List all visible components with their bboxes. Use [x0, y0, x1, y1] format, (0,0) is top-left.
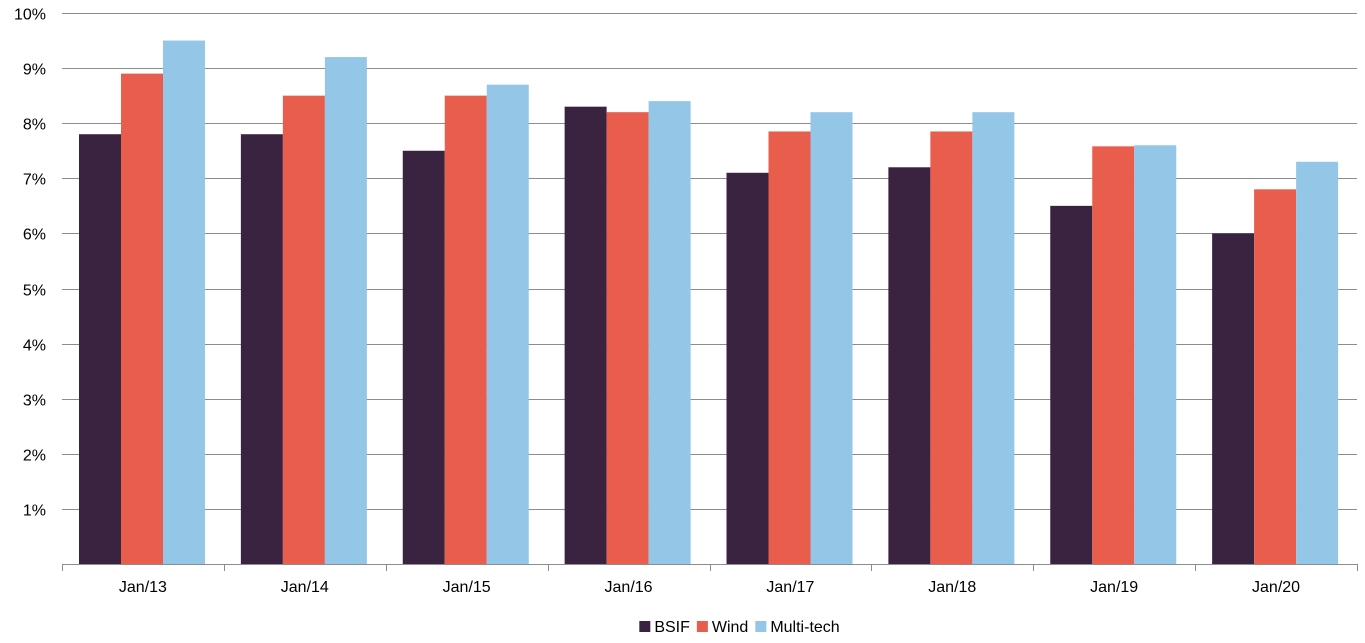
- x-tick-label: Jan/20: [1252, 579, 1300, 596]
- bar-multi-tech-2: [486, 84, 529, 564]
- bar-wind-4: [768, 131, 811, 564]
- x-tick-label: Jan/19: [1090, 579, 1138, 596]
- bar-bsif-7: [1212, 233, 1255, 564]
- bar-wind-7: [1254, 189, 1297, 564]
- legend-swatch-bsif: [639, 621, 651, 632]
- bar-wind-1: [282, 95, 325, 565]
- legend-swatch-multi-tech: [755, 621, 767, 632]
- bar-multi-tech-0: [163, 40, 205, 565]
- bar-multi-tech-6: [1134, 145, 1177, 565]
- x-tick-label: Jan/16: [605, 579, 653, 596]
- bar-multi-tech-7: [1296, 161, 1339, 564]
- x-tick-label: Jan/18: [928, 579, 976, 596]
- y-tick-label: 3%: [23, 393, 46, 410]
- legend-label-wind: Wind: [712, 619, 748, 636]
- x-tick-label: Jan/14: [281, 579, 329, 596]
- legend-swatch-wind: [696, 621, 708, 632]
- bars: [79, 40, 1339, 565]
- legend-label-multi-tech: Multi-tech: [770, 619, 839, 636]
- y-tick-label: 10%: [14, 7, 46, 24]
- bar-multi-tech-3: [648, 101, 691, 564]
- bar-wind-0: [121, 73, 163, 565]
- bar-wind-6: [1092, 146, 1135, 565]
- bar-wind-2: [444, 95, 487, 565]
- x-axis: Jan/13 Jan/14 Jan/15 Jan/16 Jan/17 Jan/18 Jan/…: [62, 564, 1358, 596]
- bar-bsif-5: [888, 167, 931, 564]
- bar-bsif-0: [79, 134, 121, 564]
- bar-multi-tech-1: [324, 57, 367, 564]
- y-tick-label: 7%: [23, 172, 46, 189]
- bar-bsif-4: [726, 172, 769, 565]
- bar-wind-5: [930, 131, 973, 564]
- y-tick-label: 9%: [23, 62, 46, 79]
- bar-bsif-6: [1050, 205, 1093, 564]
- bar-bsif-3: [564, 106, 607, 565]
- legend-label-bsif: BSIF: [654, 619, 690, 636]
- y-tick-label: 5%: [23, 283, 46, 300]
- bar-bsif-2: [402, 150, 445, 564]
- y-tick-label: 6%: [23, 227, 46, 244]
- x-tick-label: Jan/15: [443, 579, 491, 596]
- bar-multi-tech-4: [810, 112, 853, 565]
- y-axis: 1% 2% 3% 4% 5% 6% 7% 8% 9% 10%: [14, 7, 46, 520]
- bar-wind-3: [606, 112, 649, 565]
- x-tick-label: Jan/17: [766, 579, 814, 596]
- bar-bsif-1: [240, 134, 283, 564]
- y-tick-label: 1%: [23, 503, 46, 520]
- y-tick-label: 2%: [23, 448, 46, 465]
- bar-multi-tech-5: [972, 112, 1015, 565]
- y-tick-label: 8%: [23, 117, 46, 134]
- x-tick-label: Jan/13: [119, 579, 167, 596]
- legend: BSIF Wind Multi-tech: [639, 619, 840, 636]
- y-tick-label: 4%: [23, 338, 46, 355]
